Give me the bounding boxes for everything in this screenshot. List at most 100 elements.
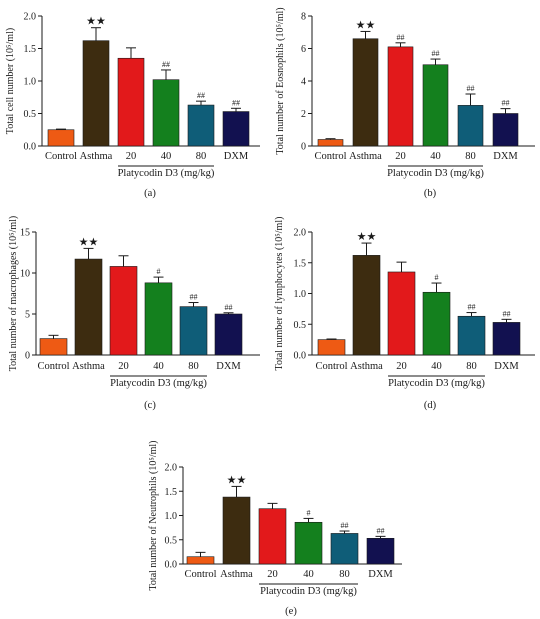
chart-panel-4: 0.0 0.5 1.0 1.5 2.0 Total number of lymphocyt… (274, 217, 535, 411)
category-label: DXM (493, 151, 518, 162)
category-label: 40 (431, 361, 442, 372)
y-axis-label: Total cell number (10⁵/ml) (5, 28, 16, 134)
bar-40 (144, 282, 173, 356)
bar-40 (422, 291, 451, 356)
y-tick-label: 0.0 (294, 351, 307, 362)
significance-mark: ## (432, 49, 440, 58)
y-tick-label: 4 (301, 77, 306, 88)
category-label: DXM (368, 569, 393, 580)
bar-control (47, 129, 75, 147)
category-label: 80 (465, 151, 476, 162)
category-label: 80 (466, 361, 477, 372)
significance-mark: ## (503, 309, 511, 318)
chart-panel-1: 0.0 0.5 1.0 1.5 2.0 Total cell number (10⁵/ml… (5, 12, 260, 199)
y-tick-label: 2 (301, 109, 306, 120)
y-tick-label: 1.5 (24, 44, 37, 55)
bar-asthma (352, 255, 381, 356)
bar-80 (330, 533, 359, 565)
y-axis-label: Total number of Eosnophils (10⁵/ml) (275, 7, 286, 154)
y-tick-label: 0 (25, 351, 30, 362)
category-label: Asthma (80, 151, 113, 162)
bar-80 (457, 105, 484, 147)
significance-mark: ★★ (357, 231, 377, 243)
y-tick-label: 2.0 (294, 228, 307, 239)
bar-80 (179, 306, 208, 356)
y-tick-label: 0.5 (294, 320, 307, 331)
bar-20 (387, 271, 416, 356)
category-label: 40 (303, 569, 314, 580)
bar-control (186, 556, 215, 565)
panel-label: (b) (424, 188, 437, 199)
y-tick-label: 1.0 (165, 511, 178, 522)
significance-mark: ★★ (356, 19, 376, 31)
y-axis-label: Total number of lymphocytes (10⁵/ml) (274, 217, 285, 371)
group-label: Platycodin D3 (mg/kg) (387, 168, 484, 179)
bar-dxm (222, 111, 250, 147)
chart-panel-5: 0.0 0.5 1.0 1.5 2.0 Total number of Neutrophi… (148, 441, 402, 617)
bar-control (39, 338, 68, 356)
significance-mark: ## (197, 91, 205, 100)
category-label: Control (45, 151, 77, 162)
panel-label: (c) (144, 400, 156, 411)
bar-dxm (492, 322, 521, 356)
significance-mark: ## (467, 84, 475, 93)
significance-mark: ## (232, 98, 240, 107)
significance-mark: ## (397, 33, 405, 42)
significance-mark: ## (190, 293, 198, 302)
significance-mark: # (435, 273, 439, 282)
category-label: 40 (161, 151, 172, 162)
bar-asthma (222, 496, 251, 565)
category-label: 80 (339, 569, 350, 580)
significance-mark: ## (162, 60, 170, 69)
bar-20 (387, 46, 414, 147)
y-tick-label: 1.0 (294, 289, 307, 300)
category-label: DXM (224, 151, 249, 162)
significance-mark: ## (341, 521, 349, 530)
bar-dxm (366, 537, 395, 565)
bar-80 (187, 104, 215, 147)
bar-dxm (492, 113, 519, 147)
category-label: Asthma (349, 151, 382, 162)
category-label: 20 (267, 569, 278, 580)
significance-mark: ★★ (227, 474, 247, 486)
y-tick-label: 0.0 (24, 142, 37, 153)
category-label: Asthma (350, 361, 383, 372)
y-tick-label: 10 (20, 269, 30, 280)
bar-80 (457, 315, 486, 356)
significance-mark: # (157, 267, 161, 276)
group-label: Platycodin D3 (mg/kg) (118, 168, 215, 179)
category-label: Asthma (220, 569, 253, 580)
category-label: Asthma (72, 361, 105, 372)
category-label: 40 (153, 361, 164, 372)
y-tick-label: 1.0 (24, 77, 37, 88)
significance-mark: ## (502, 99, 510, 108)
group-label: Platycodin D3 (mg/kg) (110, 378, 207, 389)
y-tick-label: 8 (301, 12, 306, 23)
category-label: Control (314, 151, 346, 162)
bar-20 (109, 266, 138, 356)
category-label: 80 (196, 151, 207, 162)
bar-dxm (214, 313, 243, 356)
y-tick-label: 2.0 (24, 12, 37, 23)
significance-mark: # (307, 508, 311, 517)
panel-label: (a) (144, 188, 156, 199)
panel-label: (d) (424, 400, 437, 411)
panel-label: (e) (285, 606, 297, 617)
significance-mark: ## (468, 303, 476, 312)
bar-control (317, 139, 344, 147)
y-axis-label: Total number of macrophages (10⁵/ml) (8, 216, 19, 372)
y-tick-label: 5 (25, 310, 30, 321)
y-tick-label: 6 (301, 44, 306, 55)
bar-40 (422, 64, 449, 147)
category-label: Control (37, 361, 69, 372)
category-label: 20 (118, 361, 129, 372)
category-label: 40 (430, 151, 441, 162)
y-tick-label: 0.0 (165, 560, 178, 571)
y-tick-label: 2.0 (165, 463, 178, 474)
bar-asthma (352, 38, 379, 147)
significance-mark: ★★ (86, 16, 106, 28)
category-label: 20 (395, 151, 406, 162)
category-label: Control (315, 361, 347, 372)
bar-40 (294, 521, 323, 565)
bar-asthma (82, 40, 110, 147)
